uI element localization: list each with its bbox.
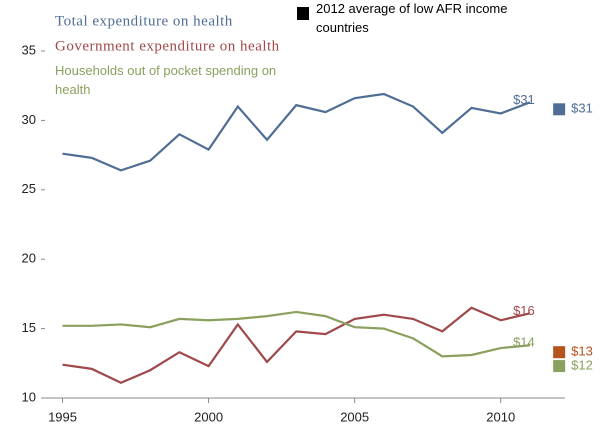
average-label: $31 xyxy=(571,101,593,116)
average-label: $12 xyxy=(571,358,593,373)
series-line xyxy=(62,310,531,358)
x-tick-label: 1995 xyxy=(48,409,77,424)
legend-label: Total expenditure on health xyxy=(55,13,233,29)
series-line xyxy=(62,306,531,384)
average-marker xyxy=(553,360,566,373)
end-label: $14 xyxy=(513,335,535,350)
end-label: $16 xyxy=(513,303,535,318)
series-line xyxy=(62,92,531,172)
y-tick-label: 30 xyxy=(22,112,36,127)
x-tick-label: 2010 xyxy=(486,409,515,424)
y-tick-label: 25 xyxy=(22,181,36,196)
y-tick-label: 15 xyxy=(22,320,36,335)
end-label: $31 xyxy=(513,92,535,107)
legend-label: Households out of pocket spending on heal… xyxy=(55,63,276,97)
y-tick-label: 35 xyxy=(22,42,36,57)
legend-label: 2012 average of low AFR income countries xyxy=(316,1,508,35)
y-tick-label: 10 xyxy=(22,389,36,404)
average-label: $13 xyxy=(571,344,593,359)
x-tick-label: 2000 xyxy=(194,409,223,424)
legend-swatch xyxy=(297,7,309,20)
average-marker xyxy=(553,103,566,116)
legend-label: Government expenditure on health xyxy=(55,38,280,54)
x-tick-label: 2005 xyxy=(340,409,369,424)
average-marker xyxy=(553,346,566,359)
y-tick-label: 20 xyxy=(22,251,36,266)
